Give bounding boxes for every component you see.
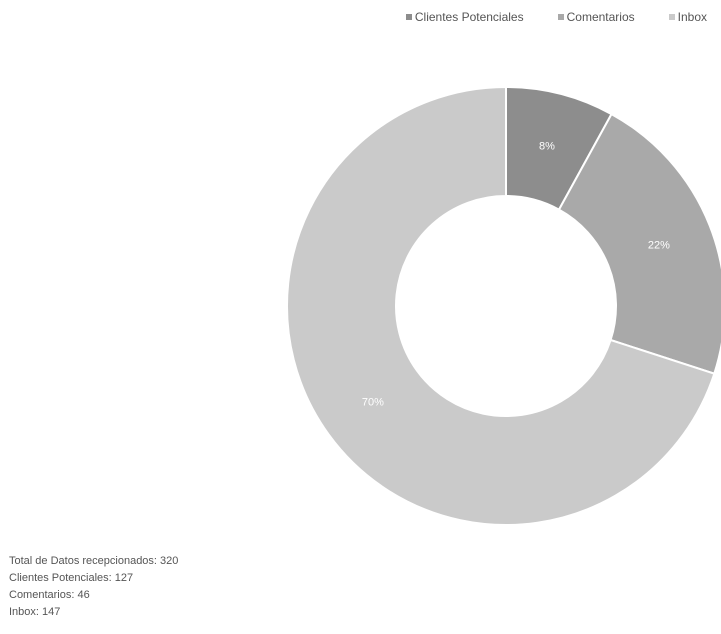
summary-inbox: Inbox: 147: [9, 606, 61, 618]
slice-inbox: [286, 85, 716, 526]
chart-legend: Clientes Potenciales Comentarios Inbox: [405, 10, 707, 24]
legend-item-clientes-potenciales: Clientes Potenciales: [405, 10, 524, 24]
legend-label-clientes-potenciales: Clientes Potenciales: [414, 10, 524, 24]
slice-comentarios: [557, 112, 721, 375]
summary-comentarios: Comentarios: 46: [9, 589, 90, 601]
slice-label-clientes-potenciales: 8%: [539, 141, 555, 153]
summary-total: Total de Datos recepcionados: 320: [9, 555, 179, 567]
legend-swatch-inbox: [668, 14, 675, 20]
legend-swatch-comentarios: [557, 14, 564, 20]
slice-label-inbox: 70%: [362, 397, 384, 409]
slice-label-comentarios: 22%: [648, 239, 670, 251]
legend-item-comentarios: Comentarios: [557, 10, 635, 24]
legend-label-inbox: Inbox: [677, 10, 707, 24]
legend-swatch-clientes-potenciales: [405, 14, 412, 20]
summary-clientes-potenciales: Clientes Potenciales: 127: [9, 572, 134, 584]
legend-label-comentarios: Comentarios: [566, 10, 635, 24]
legend-item-inbox: Inbox: [668, 10, 707, 24]
summary-block: Total de Datos recepcionados: 320 Client…: [9, 553, 178, 621]
